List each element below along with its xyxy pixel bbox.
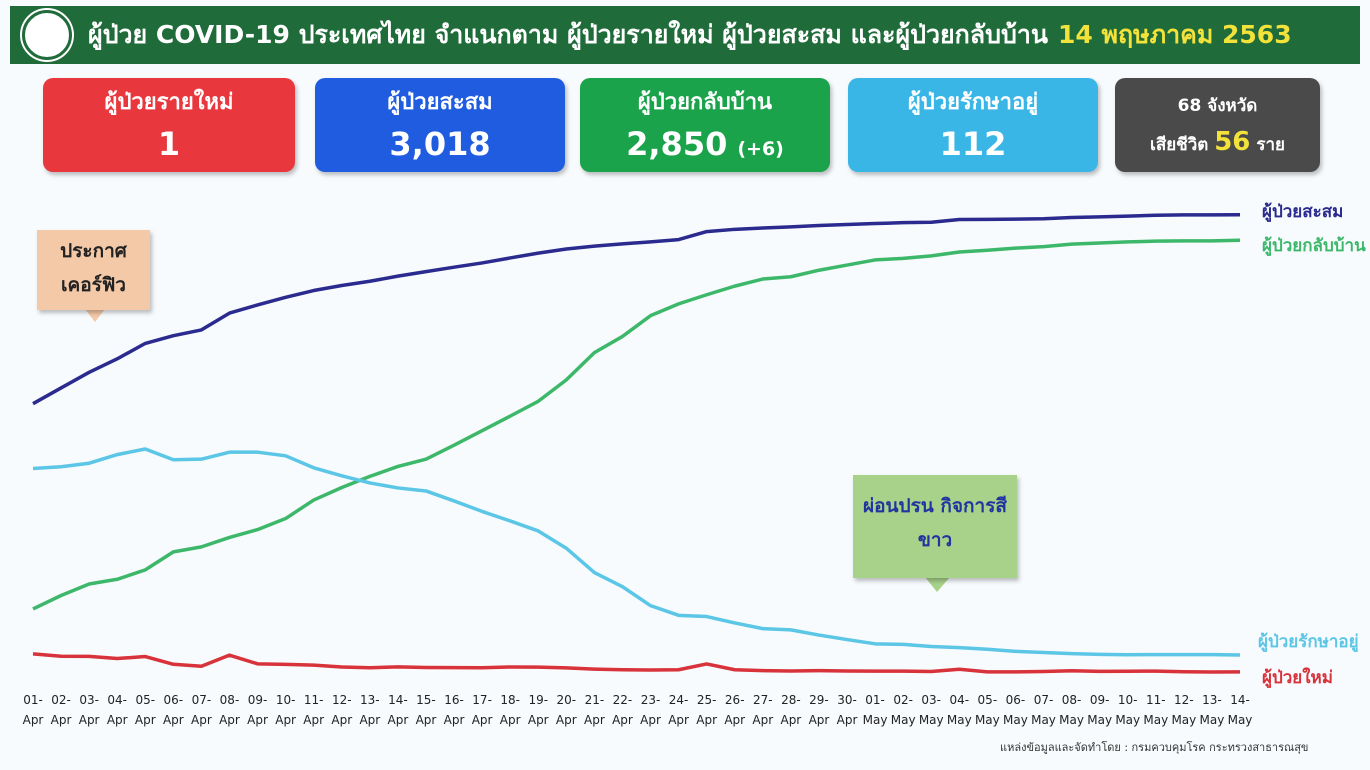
- x-tick-label: 06- May: [1003, 693, 1028, 727]
- annotation: ประกาศ เคอร์ฟิว: [37, 230, 150, 310]
- x-tick-label: 07- Apr: [191, 693, 212, 727]
- x-tick-label: 13- Apr: [359, 693, 381, 727]
- x-tick-label: 06- Apr: [162, 693, 184, 727]
- card-label: ผู้ป่วยรักษาอยู่: [907, 90, 1039, 115]
- x-tick-label: 13- May: [1199, 693, 1225, 727]
- x-tick-label: 23- Apr: [640, 693, 661, 727]
- x-tick-label: 01- May: [862, 693, 888, 727]
- x-tick-label: 14- Apr: [387, 693, 409, 727]
- card-label: ผู้ป่วยสะสม: [387, 90, 493, 115]
- x-tick-label: 04- Apr: [106, 693, 128, 727]
- deaths-label: เสียชีวิต: [1150, 135, 1209, 155]
- card-change: (+6): [737, 138, 784, 160]
- x-tick-label: 02- Apr: [50, 693, 72, 727]
- unit: ราย: [1256, 135, 1285, 155]
- x-tick-label: 03- Apr: [78, 693, 100, 727]
- logo: [22, 10, 72, 60]
- x-tick-label: 22- Apr: [612, 693, 633, 727]
- date: 14 พฤษภาคม 2563: [1058, 20, 1292, 49]
- x-tick-label: 28- Apr: [780, 693, 802, 727]
- card-label: ผู้ป่วยรายใหม่: [104, 90, 234, 115]
- card-value: 3,018: [389, 125, 491, 163]
- x-tick-label: 12- May: [1171, 693, 1197, 727]
- callout-pointer: [925, 577, 950, 592]
- x-tick-label: 16- Apr: [443, 693, 465, 727]
- x-tick-label: 17- Apr: [471, 693, 493, 727]
- series-line: [32, 238, 1241, 611]
- series-name: ผู้ป่วยสะสม: [1262, 202, 1344, 222]
- deaths: 56: [1214, 127, 1251, 157]
- summary-card: 68 จังหวัด เสียชีวิต 56 ราย: [1115, 78, 1320, 172]
- card: ผู้ป่วยกลับบ้าน 2,850 (+6): [580, 78, 830, 172]
- x-tick-label: 03- May: [918, 693, 944, 727]
- x-tick-label: 26- Apr: [724, 693, 746, 727]
- x-tick-label: 05- May: [974, 693, 1000, 727]
- x-tick-label: 10- Apr: [275, 693, 296, 727]
- x-tick-label: 04- May: [946, 693, 972, 727]
- x-tick-label: 08- May: [1059, 693, 1084, 727]
- series-name: ผู้ป่วยใหม่: [1262, 668, 1333, 688]
- x-tick-label: 10- May: [1115, 693, 1141, 727]
- x-tick-label: 09- May: [1087, 693, 1113, 727]
- x-tick-label: 29- Apr: [808, 693, 830, 727]
- x-tick-label: 24- Apr: [668, 693, 689, 727]
- x-tick-label: 21- Apr: [584, 693, 605, 727]
- x-tick-label: 09- Apr: [247, 693, 268, 727]
- x-tick-label: 11- Apr: [303, 693, 325, 727]
- x-tick-label: 02- May: [890, 693, 916, 727]
- x-tick-label: 18- Apr: [499, 693, 521, 727]
- x-tick-label: 01- Apr: [22, 693, 44, 727]
- x-tick-label: 19- Apr: [527, 693, 549, 727]
- x-tick-label: 07- May: [1031, 693, 1056, 727]
- card-value: 2,850: [626, 125, 728, 163]
- card: ผู้ป่วยสะสม 3,018: [315, 78, 565, 172]
- x-tick-label: 25- Apr: [696, 693, 718, 727]
- annotation: ผ่อนปรน กิจการสีขาว: [853, 475, 1017, 578]
- provinces: 68 จังหวัด: [1177, 96, 1258, 116]
- source: แหล่งข้อมูลและจัดทำโดย : กรมควบคุมโรค กร…: [1000, 741, 1309, 754]
- card-value: 1: [157, 125, 181, 163]
- callout-pointer: [85, 309, 105, 322]
- x-tick-label: 14- May: [1227, 693, 1253, 727]
- card: ผู้ป่วยรายใหม่ 1: [43, 78, 295, 172]
- x-tick-label: 30- Apr: [836, 693, 858, 727]
- card-value: 112: [939, 125, 1007, 163]
- card: ผู้ป่วยรักษาอยู่ 112: [848, 78, 1098, 172]
- series-name: ผู้ป่วยรักษาอยู่: [1258, 632, 1359, 652]
- card-label: ผู้ป่วยกลับบ้าน: [637, 90, 773, 115]
- x-tick-label: 12- Apr: [331, 693, 353, 727]
- x-tick-label: 08- Apr: [219, 693, 240, 727]
- series-line: [32, 213, 1241, 406]
- x-tick-label: 15- Apr: [415, 693, 437, 727]
- x-tick-label: 27- Apr: [752, 693, 774, 727]
- title: ผู้ป่วย COVID-19 ประเทศไทย จำแนกตาม ผู้ป…: [88, 20, 1048, 49]
- series-name: ผู้ป่วยกลับบ้าน: [1262, 236, 1366, 256]
- x-tick-label: 11- May: [1143, 693, 1169, 727]
- header: ผู้ป่วย COVID-19 ประเทศไทย จำแนกตาม ผู้ป…: [10, 6, 1360, 64]
- series-line: [32, 447, 1241, 657]
- x-tick-label: 05- Apr: [134, 693, 156, 727]
- x-tick-label: 20- Apr: [555, 693, 577, 727]
- series-line: [32, 652, 1241, 674]
